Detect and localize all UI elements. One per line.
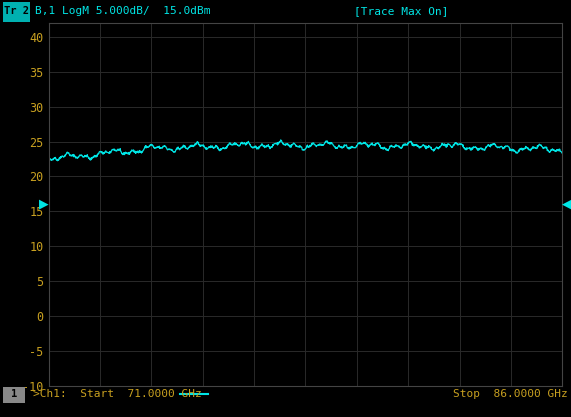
Text: ▶: ▶ [39, 198, 49, 211]
Text: Stop  86.0000 GHz: Stop 86.0000 GHz [453, 389, 568, 399]
Text: B,1 LogM 5.000dB/  15.0dBm: B,1 LogM 5.000dB/ 15.0dBm [35, 6, 211, 16]
Text: [Trace Max On]: [Trace Max On] [354, 6, 448, 16]
Text: 1: 1 [11, 389, 17, 399]
Bar [3, 2, 30, 22]
Text: ◀: ◀ [562, 198, 571, 211]
Text: >Ch1:  Start  71.0000 GHz: >Ch1: Start 71.0000 GHz [33, 389, 202, 399]
Text: Tr 2: Tr 2 [4, 6, 29, 16]
Bar [3, 387, 25, 403]
